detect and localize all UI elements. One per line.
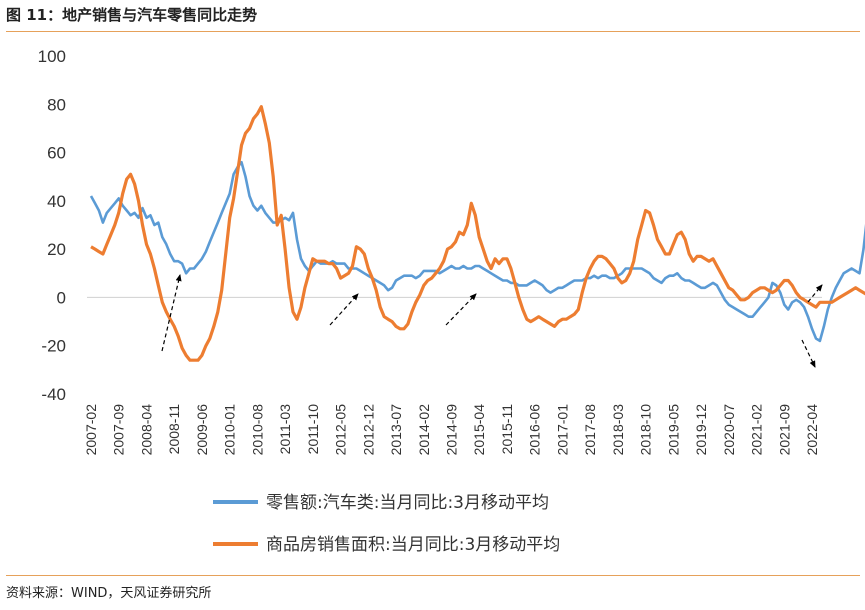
series-line-housing-sales [90,105,865,362]
x-tick-label: 2015-04 [471,404,487,456]
y-axis-ticks: 100 80 60 40 20 0 -20 -40 [38,47,66,404]
x-tick-label: 2015-11 [499,404,515,455]
y-tick-label: 20 [47,240,66,259]
x-axis-ticks: 2007-02 2007-09 2008-04 2008-11 2009-06 2010-… [83,404,820,456]
trend-arrows [161,274,823,368]
x-tick-label: 2010-08 [249,404,265,456]
bottom-rule [6,575,860,576]
x-tick-label: 2007-02 [83,404,99,456]
trend-arrow-4 [807,284,823,303]
x-tick-label: 2011-10 [305,404,321,455]
x-tick-label: 2011-03 [277,404,293,455]
series-layer [89,105,865,362]
x-tick-label: 2007-09 [111,404,127,456]
x-tick-label: 2019-12 [693,404,709,456]
figure-title: 图 11：地产销售与汽车零售同比走势 [6,6,258,24]
x-tick-label: 2012-05 [333,404,349,456]
x-tick-label: 2016-06 [527,404,543,456]
x-tick-label: 2019-05 [665,404,681,456]
legend: 零售额:汽车类:当月同比:3月移动平均 商品房销售面积:当月同比:3月移动平均 [213,493,560,555]
y-tick-label: 60 [47,144,66,163]
top-rule [6,31,860,32]
y-tick-label: 100 [38,47,66,66]
trend-arrow-3 [445,293,477,326]
trend-arrow-5 [801,339,816,368]
x-tick-label: 2014-09 [444,404,460,456]
series-line-auto-retail [89,160,865,343]
x-tick-label: 2008-11 [166,404,182,455]
x-tick-label: 2018-10 [638,404,654,456]
x-tick-label: 2008-04 [139,404,155,456]
legend-label-auto: 零售额:汽车类:当月同比:3月移动平均 [266,493,549,513]
legend-label-housing: 商品房销售面积:当月同比:3月移动平均 [266,535,560,555]
x-tick-label: 2021-09 [776,404,792,456]
y-tick-label: 0 [57,288,66,307]
x-tick-label: 2022-04 [804,404,820,456]
x-tick-label: 2018-03 [610,404,626,456]
trend-arrow-2 [329,293,359,326]
x-tick-label: 2013-07 [388,404,404,456]
trend-arrow-1 [161,274,182,352]
y-tick-label: 80 [47,95,66,114]
x-tick-label: 2009-06 [194,404,210,456]
x-tick-label: 2012-12 [360,404,376,456]
y-tick-label: 40 [47,192,66,211]
source-note: 资料来源：WIND，天风证券研究所 [6,586,212,601]
x-tick-label: 2017-01 [554,404,570,456]
x-tick-label: 2020-07 [721,404,737,456]
line-chart: 100 80 60 40 20 0 -20 -40 2007-02 2007-09 2008-04… [38,47,865,555]
x-tick-label: 2014-02 [416,404,432,456]
x-tick-label: 2010-01 [222,404,238,456]
y-tick-label: -40 [41,385,66,404]
y-tick-label: -20 [41,337,66,356]
x-tick-label: 2017-08 [582,404,598,456]
x-tick-label: 2021-02 [749,404,765,456]
